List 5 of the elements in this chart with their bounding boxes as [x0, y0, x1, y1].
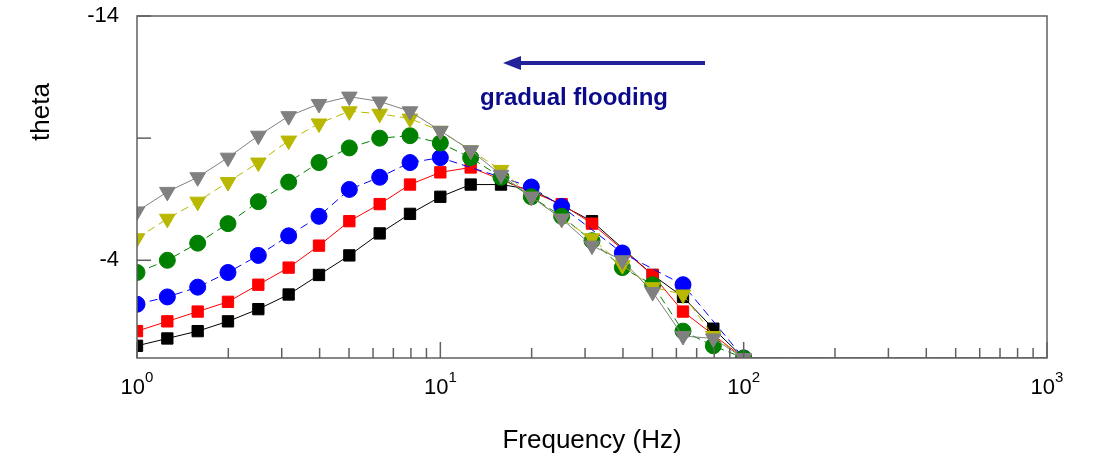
x-axis-title: Frequency (Hz): [502, 424, 682, 455]
y-tick-label: -4: [99, 246, 119, 272]
annotation: gradual flooding: [480, 82, 668, 110]
y-tick-label: -14: [87, 2, 119, 28]
y-axis-title: theta: [25, 82, 56, 141]
